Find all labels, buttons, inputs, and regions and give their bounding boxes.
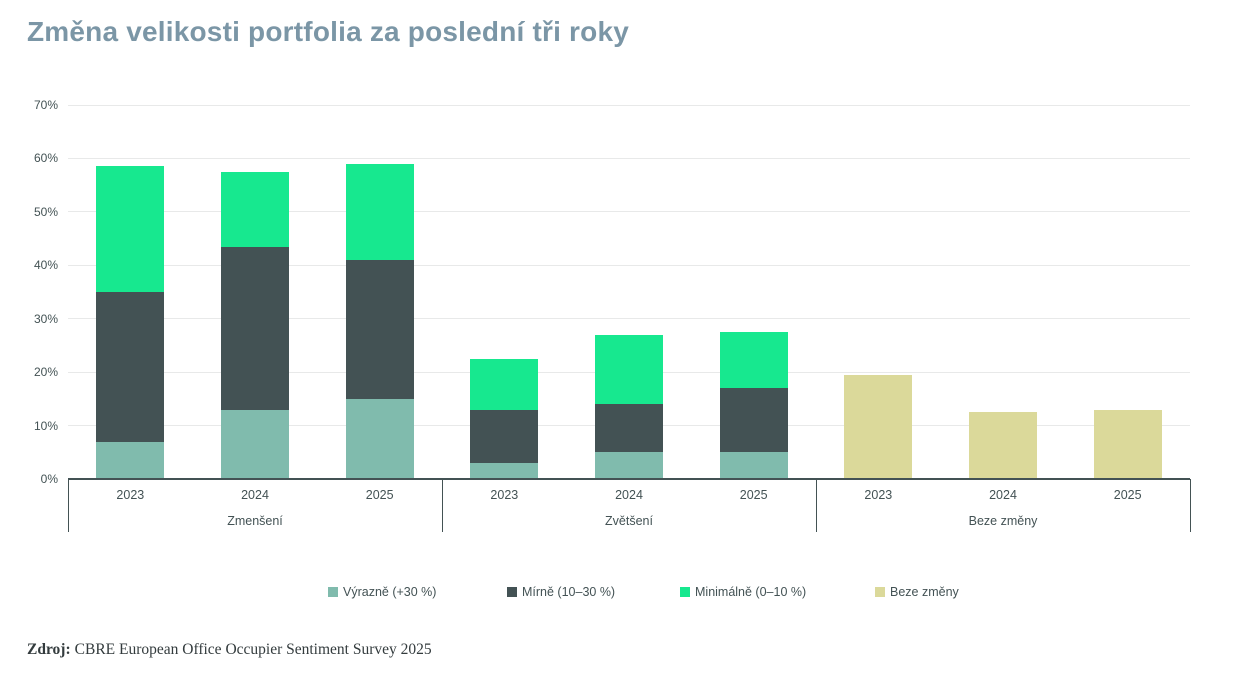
gridline-30	[68, 318, 1190, 320]
bar-segment-Zvětšení-2023-Minimálně (0–10 %)	[470, 358, 539, 410]
bar-segment-Zmenšení-2023-Mírně (10–30 %)	[96, 292, 165, 442]
legend-label: Minimálně (0–10 %)	[695, 585, 807, 599]
bar-segment-Zmenšení-2024-Výrazně (+30 %)	[221, 409, 289, 479]
x-axis-year-label: 2023	[864, 488, 893, 502]
source-label: Zdroj:	[27, 641, 71, 658]
y-axis-tick-label: 70%	[33, 98, 58, 112]
bar-segment-Zmenšení-2023-Minimálně (0–10 %)	[96, 166, 165, 292]
x-axis-year-label: 2023	[490, 488, 519, 502]
bar-segment-Beze změny-2025-Beze změny	[1093, 409, 1162, 479]
gridline-40	[68, 264, 1190, 266]
axis-band-divider	[442, 479, 443, 532]
bar-segment-Zmenšení-2025-Výrazně (+30 %)	[345, 398, 414, 479]
y-axis-tick-label: 10%	[33, 418, 58, 433]
x-axis-year-label: 2025	[739, 488, 768, 502]
legend-item-Mírně (10–30 %): Mírně (10–30 %)	[507, 585, 615, 599]
axis-band-divider	[1190, 479, 1191, 532]
legend-swatch-icon	[875, 587, 885, 597]
x-axis-year-label: 2023	[116, 488, 145, 502]
bar-segment-Zvětšení-2024-Výrazně (+30 %)	[595, 452, 663, 479]
legend-label: Výrazně (+30 %)	[343, 585, 437, 599]
bar-segment-Zvětšení-2023-Mírně (10–30 %)	[470, 409, 539, 463]
chart-title: Změna velikosti portfolia za poslední tř…	[27, 16, 629, 47]
legend-item-Beze změny: Beze změny	[875, 585, 959, 599]
gridline-70	[68, 104, 1190, 106]
bar-segment-Zmenšení-2024-Minimálně (0–10 %)	[221, 171, 289, 247]
x-axis-year-label: 2025	[1113, 488, 1142, 502]
x-axis-group-label: Zvětšení	[605, 514, 653, 528]
legend-item-Minimálně (0–10 %): Minimálně (0–10 %)	[680, 585, 806, 599]
bar-segment-Zvětšení-2025-Výrazně (+30 %)	[719, 452, 788, 479]
y-axis-tick-label: 50%	[33, 204, 58, 219]
x-axis-year-label: 2024	[989, 488, 1017, 502]
legend-label: Mírně (10–30 %)	[522, 585, 616, 599]
source-text: CBRE European Office Occupier Sentiment …	[74, 641, 432, 658]
x-axis-year-label: 2025	[365, 488, 394, 502]
legend-swatch-icon	[328, 587, 338, 597]
bar-segment-Zmenšení-2023-Výrazně (+30 %)	[96, 441, 165, 479]
axis-band-divider	[816, 479, 817, 532]
axis-band-divider	[68, 479, 69, 532]
x-axis-line	[68, 478, 1190, 480]
gridline-60	[68, 157, 1190, 159]
x-axis-group-label: Zmenšení	[227, 514, 283, 528]
bar-segment-Zmenšení-2025-Minimálně (0–10 %)	[345, 163, 414, 260]
bar-segment-Zvětšení-2024-Minimálně (0–10 %)	[595, 334, 663, 405]
legend-swatch-icon	[507, 587, 517, 597]
bar-segment-Zvětšení-2023-Výrazně (+30 %)	[470, 462, 539, 479]
x-axis-year-label: 2024	[241, 488, 269, 502]
y-axis-tick-label: 20%	[33, 365, 58, 380]
bar-segment-Beze změny-2024-Beze změny	[969, 412, 1037, 479]
legend-item-Výrazně (+30 %): Výrazně (+30 %)	[328, 585, 436, 599]
y-axis-tick-label: 30%	[33, 311, 58, 326]
y-axis-tick-label: 40%	[33, 258, 58, 273]
y-axis-tick-label: 60%	[33, 151, 58, 166]
source-note: Zdroj: CBRE European Office Occupier Sent…	[27, 641, 432, 659]
bar-segment-Zvětšení-2025-Minimálně (0–10 %)	[719, 332, 788, 389]
gridline-50	[68, 211, 1190, 213]
x-axis-year-label: 2024	[615, 488, 643, 502]
bar-segment-Zmenšení-2024-Mírně (10–30 %)	[221, 246, 289, 410]
legend-swatch-icon	[680, 587, 690, 597]
bar-segment-Beze změny-2023-Beze změny	[844, 374, 913, 479]
x-axis-group-label: Beze změny	[968, 514, 1038, 528]
y-axis-tick-label: 0%	[40, 472, 58, 486]
bar-segment-Zmenšení-2025-Mírně (10–30 %)	[345, 259, 414, 399]
legend-label: Beze změny	[890, 585, 959, 599]
bar-segment-Zvětšení-2025-Mírně (10–30 %)	[719, 388, 788, 453]
bar-segment-Zvětšení-2024-Mírně (10–30 %)	[595, 404, 663, 453]
